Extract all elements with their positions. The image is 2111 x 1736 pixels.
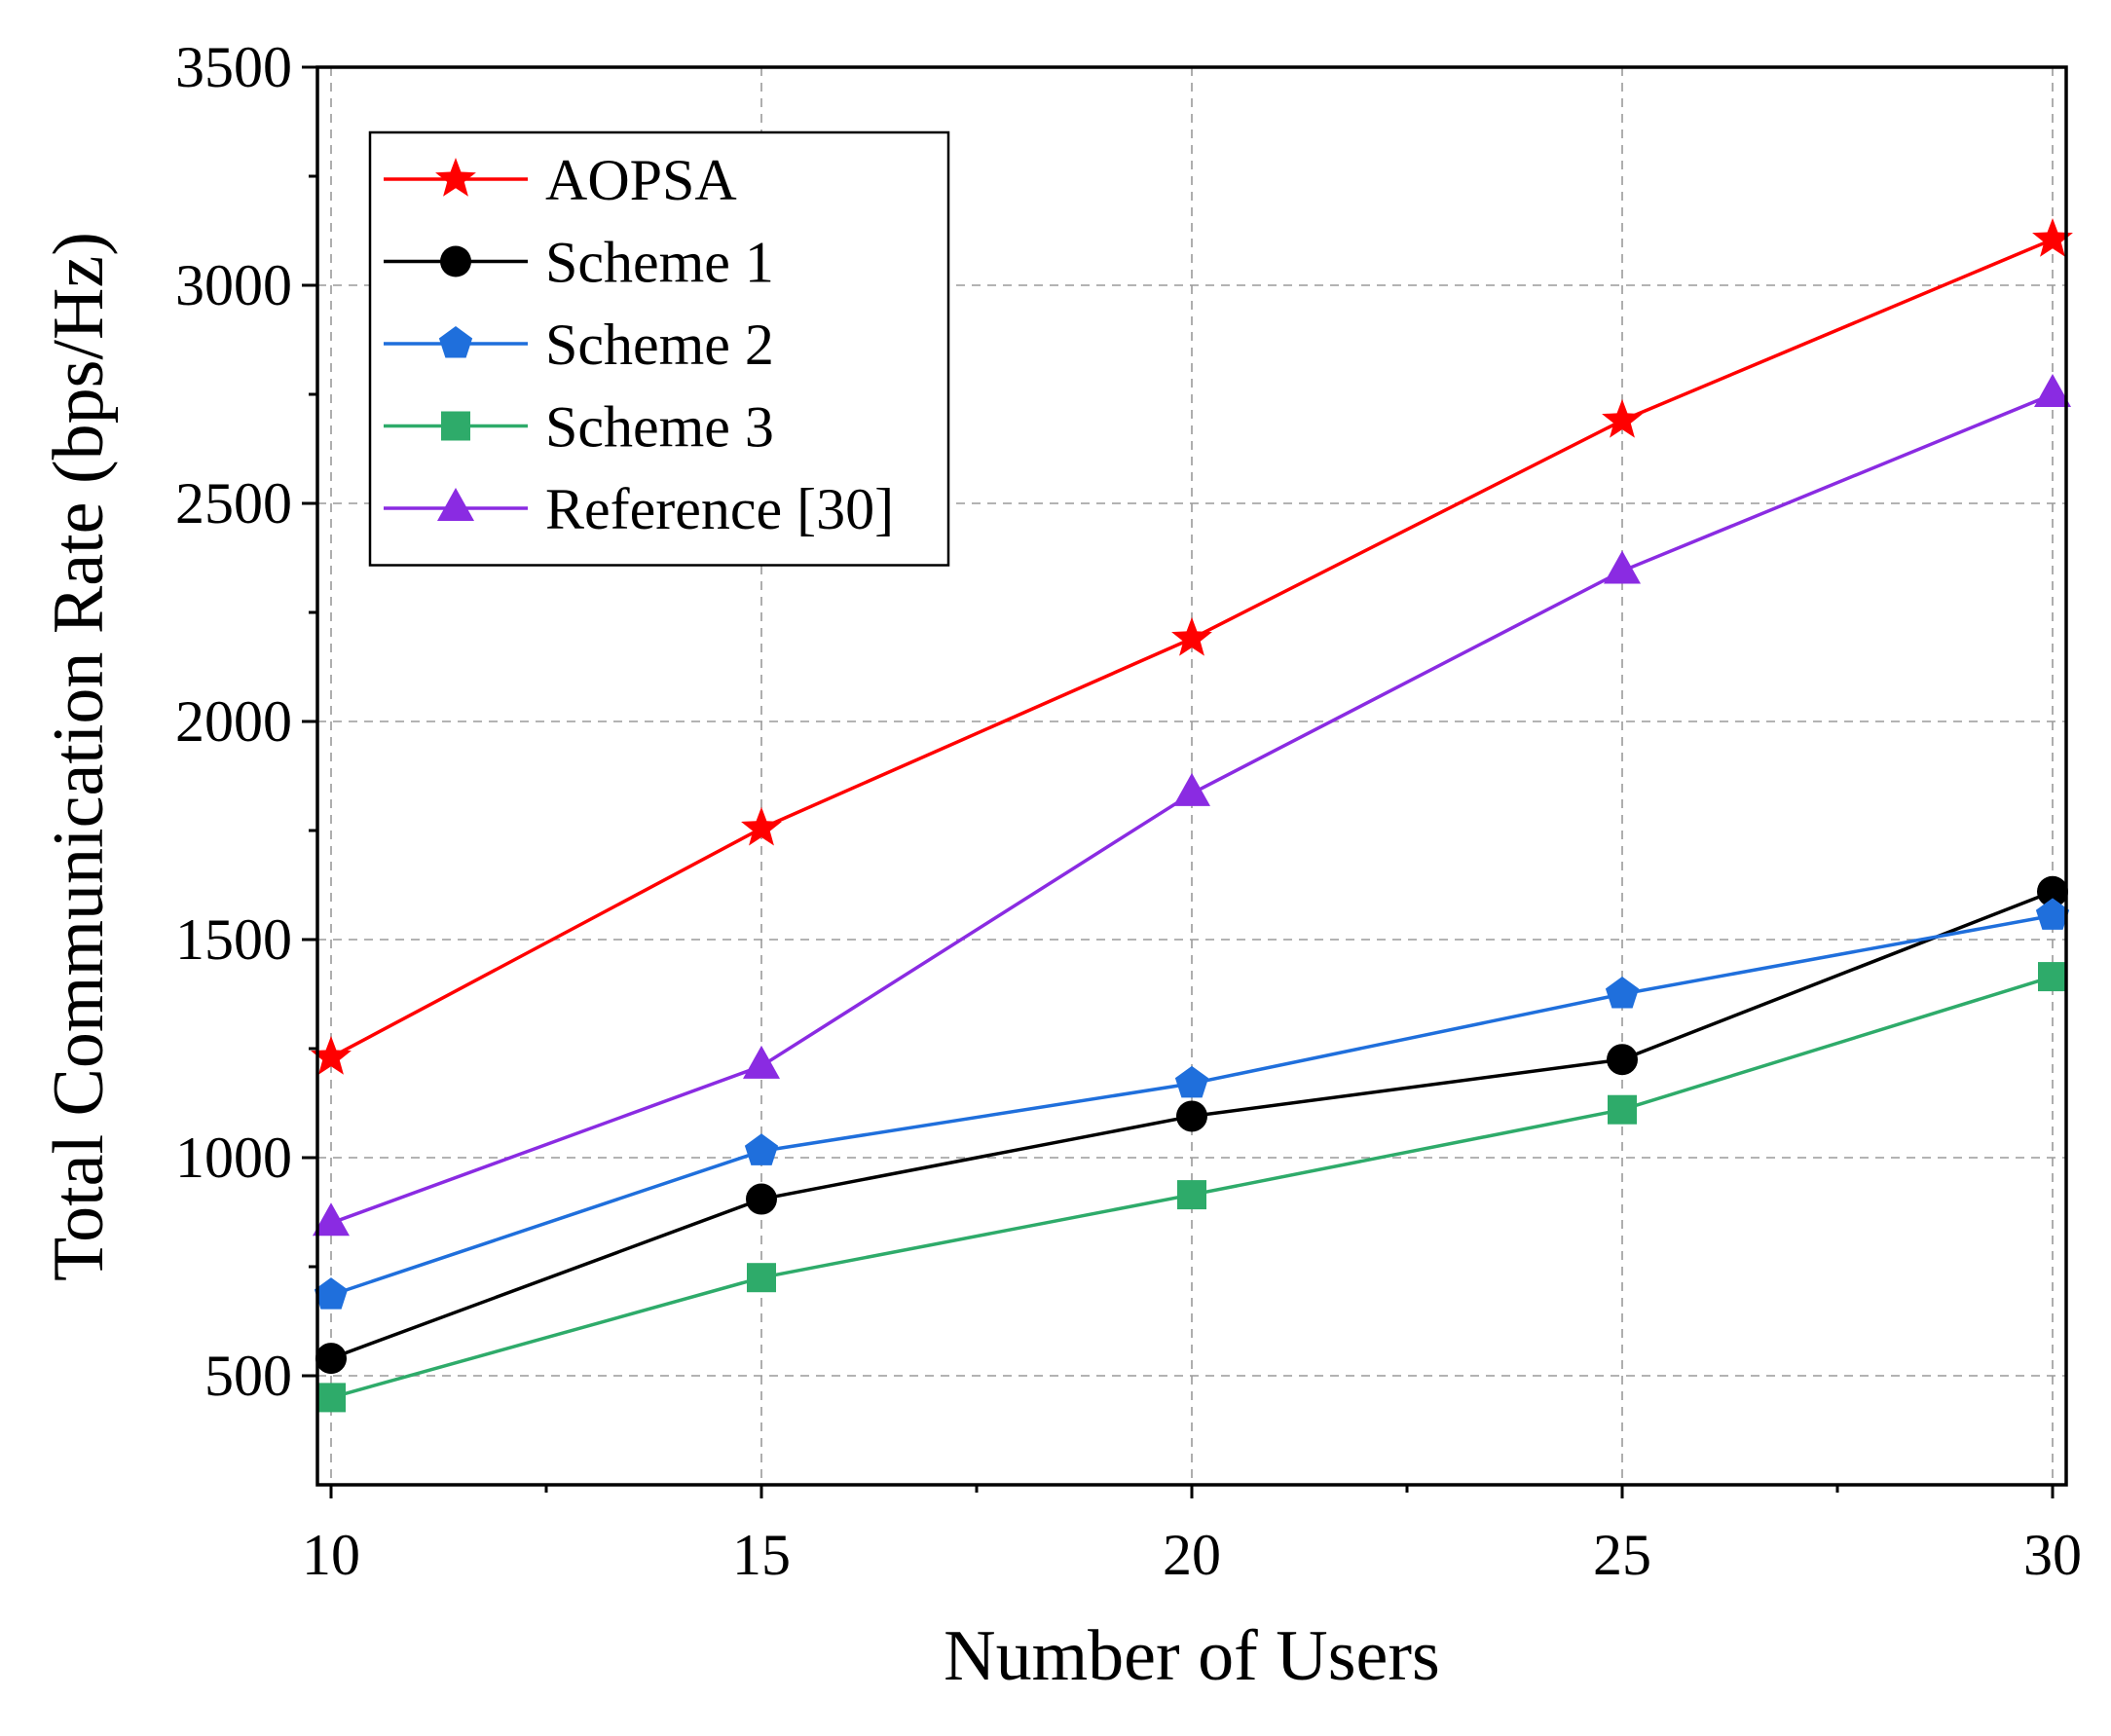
y-tick-label: 3500	[175, 35, 292, 99]
legend-label: Scheme 3	[545, 395, 774, 460]
x-tick-label: 25	[1593, 1523, 1651, 1587]
legend: AOPSA Scheme 1 Scheme 2 Scheme 3 Reference […	[368, 130, 950, 567]
grid-layer	[317, 67, 2066, 1485]
data-point	[1605, 977, 1640, 1009]
data-point	[315, 1343, 347, 1375]
series-0	[311, 217, 2073, 1075]
x-tick-label: 20	[1163, 1523, 1221, 1587]
legend-marker	[441, 411, 470, 441]
series-layer	[311, 217, 2073, 1413]
data-point	[311, 1035, 352, 1075]
data-point	[2034, 374, 2071, 407]
y-tick-label: 2000	[175, 689, 292, 754]
data-point	[1171, 616, 1212, 656]
legend-marker	[440, 245, 471, 277]
data-point	[1604, 550, 1641, 584]
tick-layer: 10 15 20 25 30 500 1000 1500 2000 2500 3000 3500	[175, 35, 2082, 1587]
data-point	[316, 1383, 346, 1413]
x-tick-label: 15	[732, 1523, 791, 1587]
y-tick-label: 1000	[175, 1126, 292, 1190]
x-tick-label: 30	[2023, 1523, 2082, 1587]
data-point	[1602, 398, 1643, 438]
data-point	[313, 1202, 350, 1237]
series-4	[313, 374, 2071, 1237]
x-axis-title: Number of Users	[944, 1616, 1440, 1696]
y-tick-label: 1500	[175, 907, 292, 972]
y-tick-label: 3000	[175, 253, 292, 317]
legend-label: Scheme 2	[545, 313, 774, 377]
legend-label: AOPSA	[545, 148, 737, 212]
series-1	[315, 875, 2068, 1375]
data-point	[1608, 1094, 1637, 1125]
data-point	[743, 1045, 780, 1079]
y-axis-title: Total Communication Rate (bps/Hz)	[39, 232, 119, 1281]
data-point	[741, 806, 782, 846]
legend-label: Reference [30]	[545, 477, 894, 541]
data-point	[2037, 875, 2068, 907]
data-point	[744, 1133, 779, 1165]
data-point	[1173, 772, 1210, 806]
data-point	[746, 1183, 777, 1215]
legend-marker	[435, 158, 476, 197]
data-point	[1176, 1100, 1207, 1132]
data-point	[1607, 1044, 1638, 1076]
data-point	[1174, 1065, 1209, 1098]
x-tick-label: 10	[302, 1523, 360, 1587]
data-point	[1177, 1180, 1206, 1210]
data-point	[2035, 898, 2070, 930]
y-tick-label: 2500	[175, 471, 292, 536]
legend-marker	[437, 488, 474, 521]
y-tick-label: 500	[204, 1344, 292, 1408]
series-3	[316, 962, 2067, 1413]
data-point	[747, 1263, 776, 1293]
data-point	[314, 1277, 349, 1310]
data-point	[2038, 962, 2067, 992]
legend-label: Scheme 1	[545, 231, 774, 295]
legend-marker	[438, 326, 473, 358]
series-2	[314, 898, 2070, 1310]
data-point	[2032, 217, 2073, 257]
